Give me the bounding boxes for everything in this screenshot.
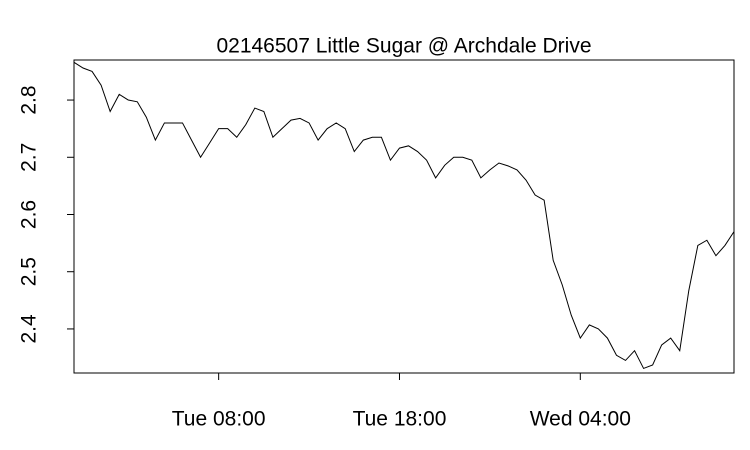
- y-tick-label: 2.7: [18, 143, 41, 172]
- data-line: [73, 61, 735, 370]
- y-tick-label: 2.6: [18, 200, 41, 229]
- x-tick-label: Tue 08:00: [172, 408, 266, 431]
- x-tick-label: Tue 18:00: [353, 408, 447, 431]
- chart-title: 02146507 Little Sugar @ Archdale Drive: [216, 35, 591, 58]
- y-tick-label: 2.4: [18, 314, 41, 344]
- y-tick-label: 2.5: [18, 257, 41, 286]
- plot-frame: [73, 59, 735, 374]
- y-tick-label: 2.8: [18, 85, 41, 114]
- x-tick-label: Wed 04:00: [530, 408, 631, 431]
